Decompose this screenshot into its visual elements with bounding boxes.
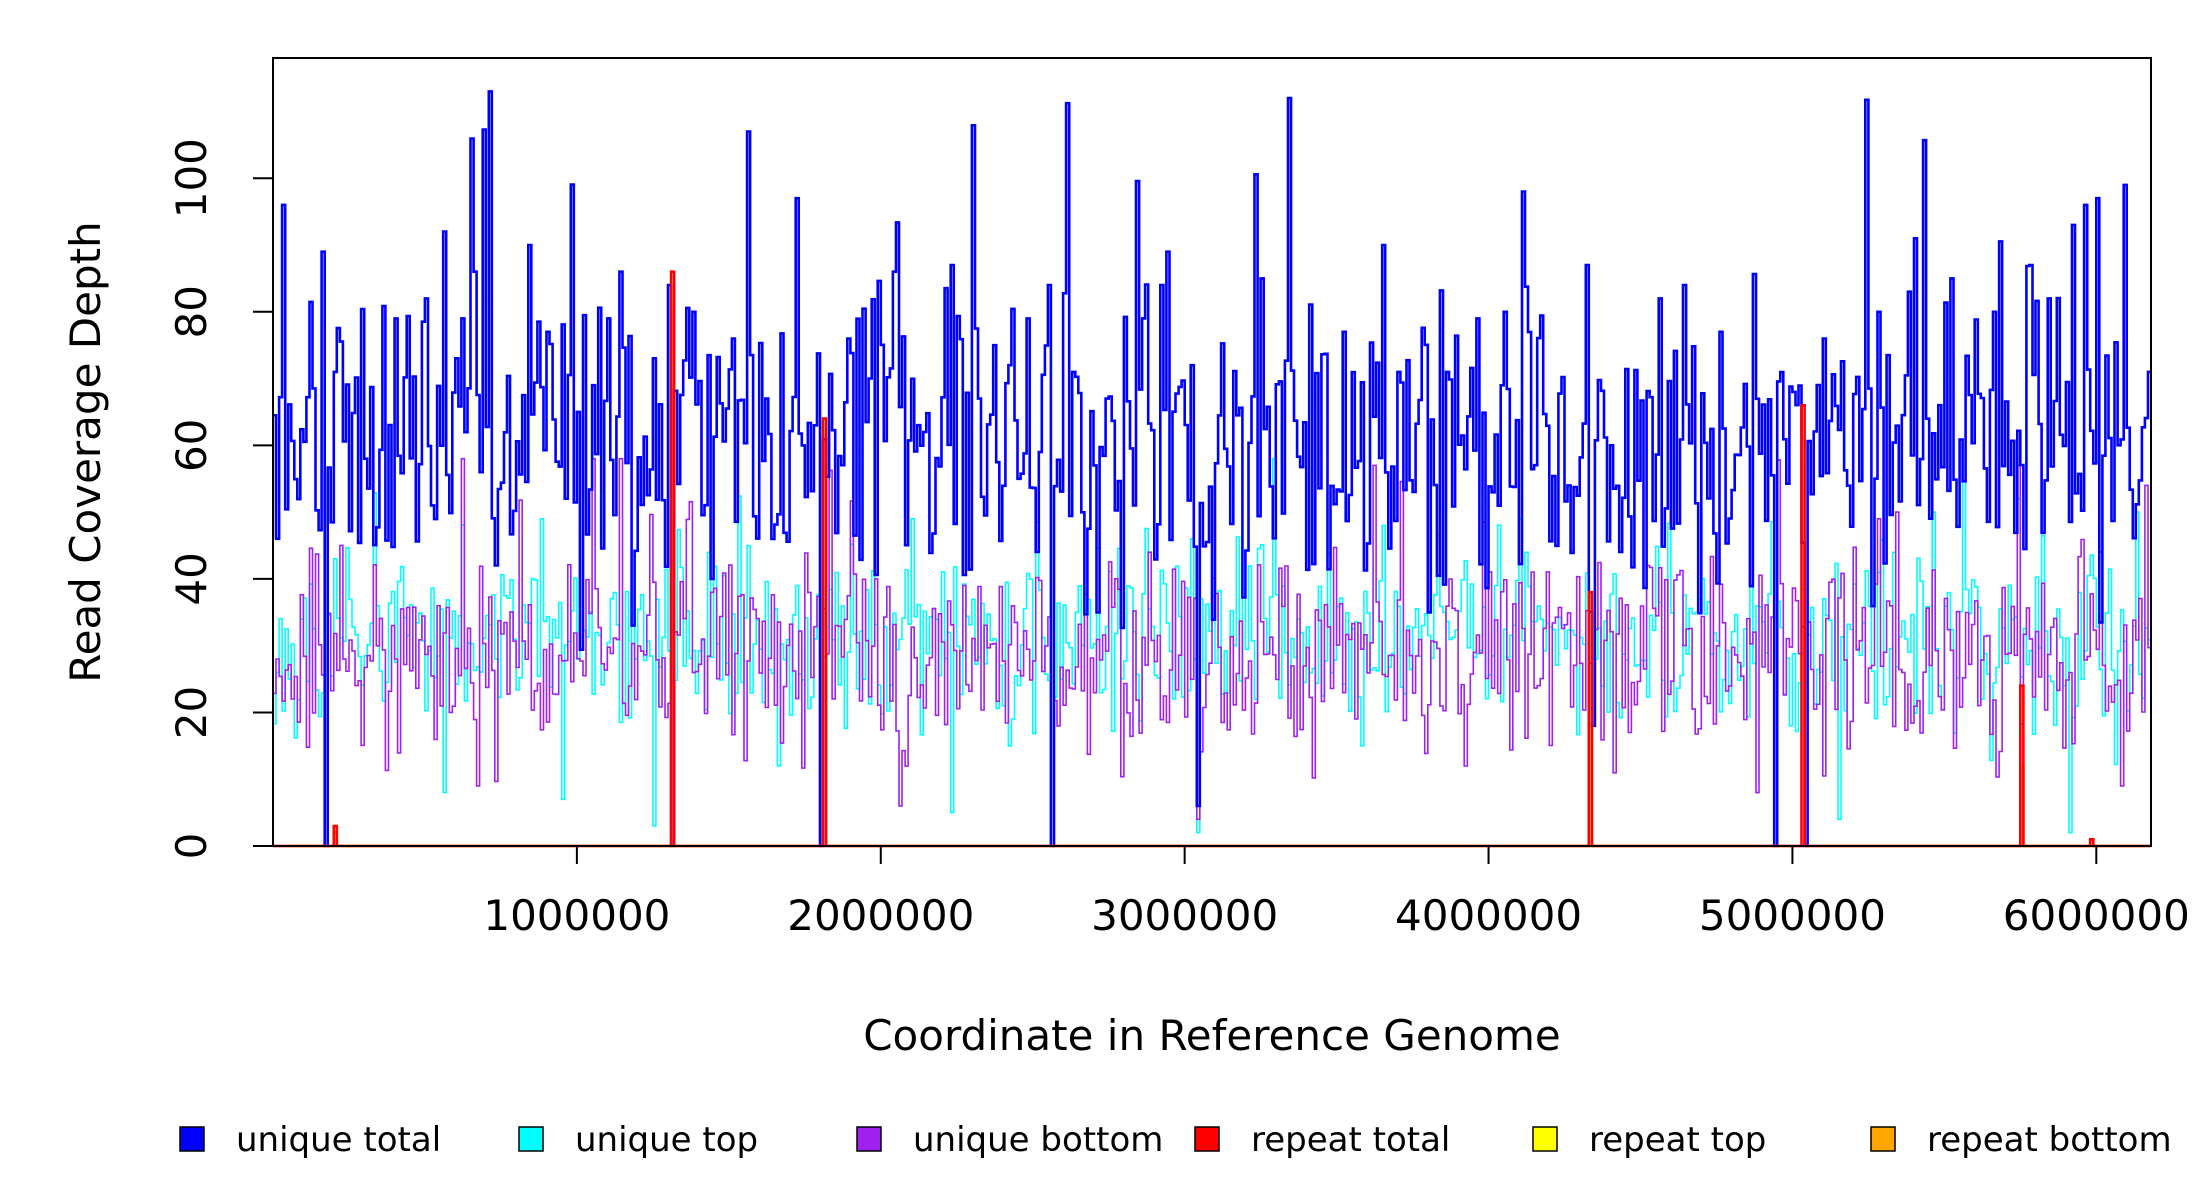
x-tick-label: 5000000 [1699,891,1886,940]
legend-item-repeat-top: repeat top [1532,1120,1766,1160]
x-tick-label: 2000000 [787,891,974,940]
legend-item-repeat-bottom: repeat bottom [1870,1120,2172,1160]
legend-label: repeat total [1251,1120,1450,1160]
legend-item-unique-total: unique total [179,1120,441,1160]
y-axis-label: Read Coverage Depth [61,221,110,682]
legend-item-unique-top: unique top [518,1120,758,1160]
legend-swatch [856,1126,882,1152]
x-tick-label: 4000000 [1395,891,1582,940]
y-tick-label: 0 [167,833,216,860]
x-tick-label: 6000000 [2003,891,2190,940]
legend-label: unique bottom [913,1120,1163,1160]
legend-label: unique top [575,1120,758,1160]
legend-label: unique total [236,1120,441,1160]
x-axis-label: Coordinate in Reference Genome [863,1011,1561,1060]
legend-swatch [1194,1126,1220,1152]
legend-item-unique-bottom: unique bottom [856,1120,1163,1160]
series-layer [273,90,2151,848]
y-tick-label: 80 [167,285,216,338]
legend-swatch [518,1126,544,1152]
series-line-repeat-top [273,711,2151,847]
series-line-repeat-bottom [273,724,2151,848]
y-tick-label: 40 [167,552,216,605]
x-tick-label: 3000000 [1091,891,1278,940]
series-line-unique-total [273,90,2151,848]
legend-item-repeat-total: repeat total [1194,1120,1450,1160]
x-axis: 1000000 2000000 3000000 4000000 5000000 60000… [483,845,2190,940]
legend-label: repeat bottom [1927,1120,2172,1160]
legend-label: repeat top [1589,1120,1766,1160]
y-axis: 0 20 40 60 80 100 [167,138,274,860]
y-tick-label: 20 [167,686,216,739]
legend-swatch [1532,1126,1558,1152]
x-tick-label: 1000000 [483,891,670,940]
series-line-unique-bottom [273,457,2151,847]
legend-swatch [1870,1126,1896,1152]
y-tick-label: 100 [167,138,216,218]
legend-swatch [179,1126,205,1152]
y-tick-label: 60 [167,419,216,472]
legend: unique total unique top unique bottom repea… [179,1120,2172,1160]
